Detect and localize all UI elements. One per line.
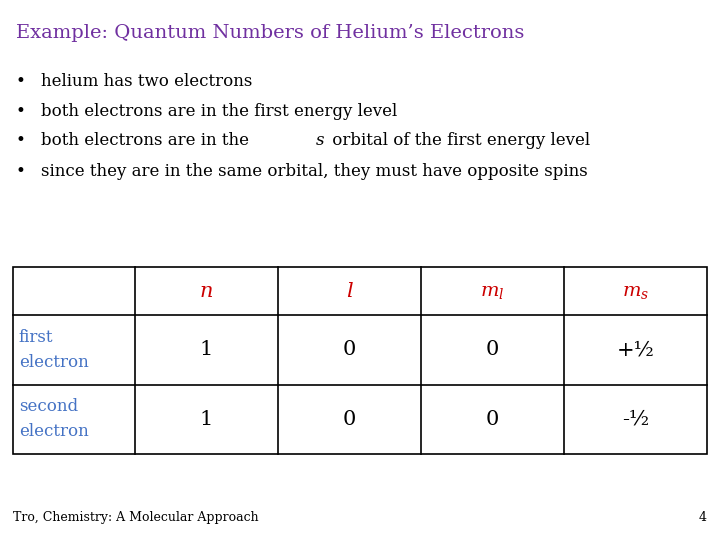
Text: 0: 0 <box>486 341 499 360</box>
Text: orbital of the first energy level: orbital of the first energy level <box>327 132 590 149</box>
Text: 0: 0 <box>486 409 499 429</box>
Text: $m_l$: $m_l$ <box>480 282 505 301</box>
Text: 0: 0 <box>343 409 356 429</box>
Text: •: • <box>16 103 26 119</box>
Text: second
electron: second electron <box>19 398 89 440</box>
Text: •: • <box>16 132 26 149</box>
Text: •: • <box>16 73 26 90</box>
Text: •: • <box>16 163 26 180</box>
Text: 1: 1 <box>199 409 213 429</box>
Text: 1: 1 <box>199 341 213 360</box>
Text: helium has two electrons: helium has two electrons <box>41 73 253 90</box>
Text: s: s <box>316 132 325 149</box>
Text: n: n <box>199 282 213 301</box>
Text: -½: -½ <box>622 409 649 429</box>
Text: 0: 0 <box>343 341 356 360</box>
Text: 4: 4 <box>699 511 707 524</box>
Text: l: l <box>346 282 353 301</box>
Text: since they are in the same orbital, they must have opposite spins: since they are in the same orbital, they… <box>41 163 588 180</box>
Text: Example: Quantum Numbers of Helium’s Electrons: Example: Quantum Numbers of Helium’s Ele… <box>16 24 524 42</box>
Text: +½: +½ <box>616 341 654 360</box>
Text: both electrons are in the: both electrons are in the <box>41 132 254 149</box>
Text: $m_s$: $m_s$ <box>622 282 649 301</box>
Text: Tro, Chemistry: A Molecular Approach: Tro, Chemistry: A Molecular Approach <box>13 511 258 524</box>
Text: first
electron: first electron <box>19 329 89 371</box>
Text: both electrons are in the first energy level: both electrons are in the first energy l… <box>41 103 397 119</box>
